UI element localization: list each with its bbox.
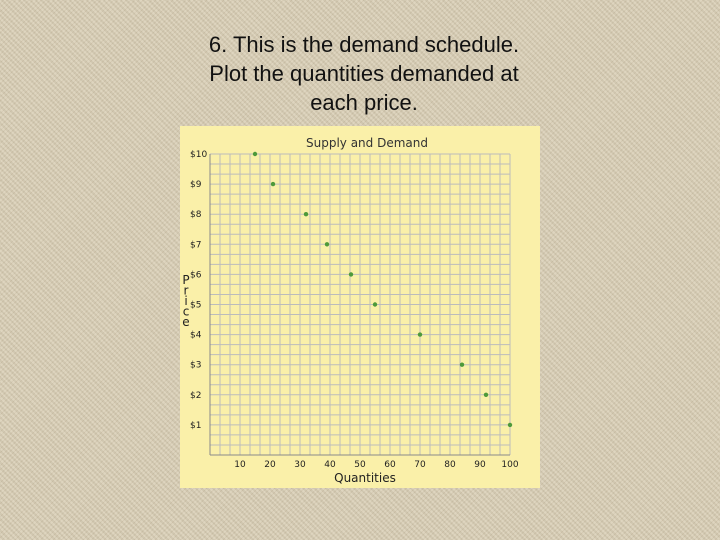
y-tick-label: $8 <box>190 210 202 220</box>
y-axis-label-letter: e <box>182 315 189 329</box>
data-point <box>459 362 465 367</box>
y-axis-label-letter: c <box>183 305 190 319</box>
slide-title: 6. This is the demand schedule. Plot the… <box>0 30 720 117</box>
x-tick-label: 100 <box>501 460 518 470</box>
x-axis-label: Quantities <box>334 471 396 485</box>
data-point <box>252 151 258 157</box>
data-point <box>270 181 276 187</box>
chart-panel: Supply and Demand 10 20 30 40 50 60 70 80 90 100 … <box>180 126 540 488</box>
x-tick-label: 90 <box>474 460 486 470</box>
x-tick-label: 10 <box>234 460 246 470</box>
data-point <box>303 212 309 217</box>
y-tick-label: $7 <box>190 240 201 250</box>
data-point <box>372 302 378 307</box>
y-axis-label-letter: P <box>182 273 189 287</box>
x-tick-label: 20 <box>264 460 276 470</box>
y-tick-label: $4 <box>190 331 202 341</box>
data-point <box>324 242 330 247</box>
slide-title-line-3: each price. <box>310 90 418 115</box>
chart-svg: Supply and Demand 10 20 30 40 50 60 70 80 90 100 … <box>180 126 540 488</box>
y-tick-label: $5 <box>190 301 201 311</box>
y-tick-labels: $1 $2 $3 $4 $5 $6 $7 $8 $9 $10 <box>190 150 207 431</box>
y-axis-label-letter: i <box>184 294 187 308</box>
y-tick-label: $10 <box>190 150 207 160</box>
y-tick-label: $1 <box>190 421 201 431</box>
x-tick-label: 50 <box>354 460 366 470</box>
x-tick-label: 60 <box>384 460 396 470</box>
data-point <box>507 422 513 428</box>
x-tick-labels: 10 20 30 40 50 60 70 80 90 100 <box>234 460 519 470</box>
y-tick-label: $6 <box>190 270 202 280</box>
x-tick-label: 70 <box>414 460 426 470</box>
slide-title-line-1: 6. This is the demand schedule. <box>208 32 520 57</box>
slide-title-line-2: Plot the quantities demanded at <box>209 61 519 86</box>
x-tick-label: 80 <box>444 460 456 470</box>
y-tick-label: $2 <box>190 391 201 401</box>
data-points <box>252 151 513 428</box>
y-tick-label: $3 <box>190 361 201 371</box>
data-point <box>483 392 489 397</box>
x-tick-label: 30 <box>294 460 306 470</box>
y-tick-label: $9 <box>190 180 202 190</box>
x-tick-label: 40 <box>324 460 336 470</box>
y-axis-label-letter: r <box>184 284 189 298</box>
axes <box>209 154 510 456</box>
chart-title: Supply and Demand <box>306 136 428 150</box>
data-point <box>348 272 354 277</box>
grid <box>209 153 511 456</box>
data-point <box>417 332 423 337</box>
